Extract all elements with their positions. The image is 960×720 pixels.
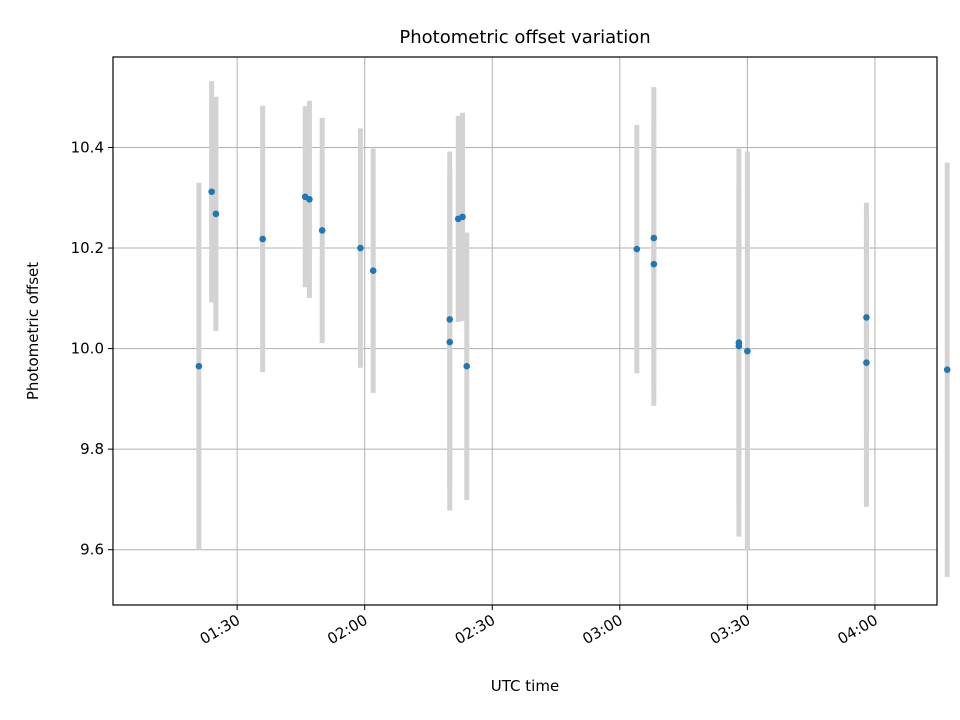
chart-title: Photometric offset variation [399,27,650,48]
data-point [208,188,215,196]
data-point [306,195,313,203]
y-axis-ticks: 9.6 9.8 10.0 10.2 10.4 [71,138,113,559]
data-point [446,338,454,346]
data-point [459,213,466,221]
data-point [212,210,220,218]
data-point [318,227,326,234]
y-tick-label: 10.0 [71,340,104,358]
data-point [943,366,951,374]
data-point [650,234,658,242]
data-point [633,245,641,253]
data-point [463,362,471,370]
y-tick-label: 9.8 [80,440,104,458]
data-point [650,260,658,268]
data-points [195,188,951,374]
data-point [863,314,870,321]
data-point [863,359,870,366]
data-point [369,267,377,274]
data-point [195,362,203,370]
y-tick-label: 10.4 [71,138,104,156]
data-point [744,347,751,355]
y-tick-label: 10.2 [71,239,104,257]
data-point [357,244,364,252]
x-axis-label: UTC time [491,677,559,695]
y-tick-label: 9.6 [80,541,104,559]
data-point [446,316,454,323]
plot-frame [112,56,938,606]
y-axis-label: Photometric offset [24,262,42,400]
data-point [259,235,266,243]
data-point [735,339,743,346]
